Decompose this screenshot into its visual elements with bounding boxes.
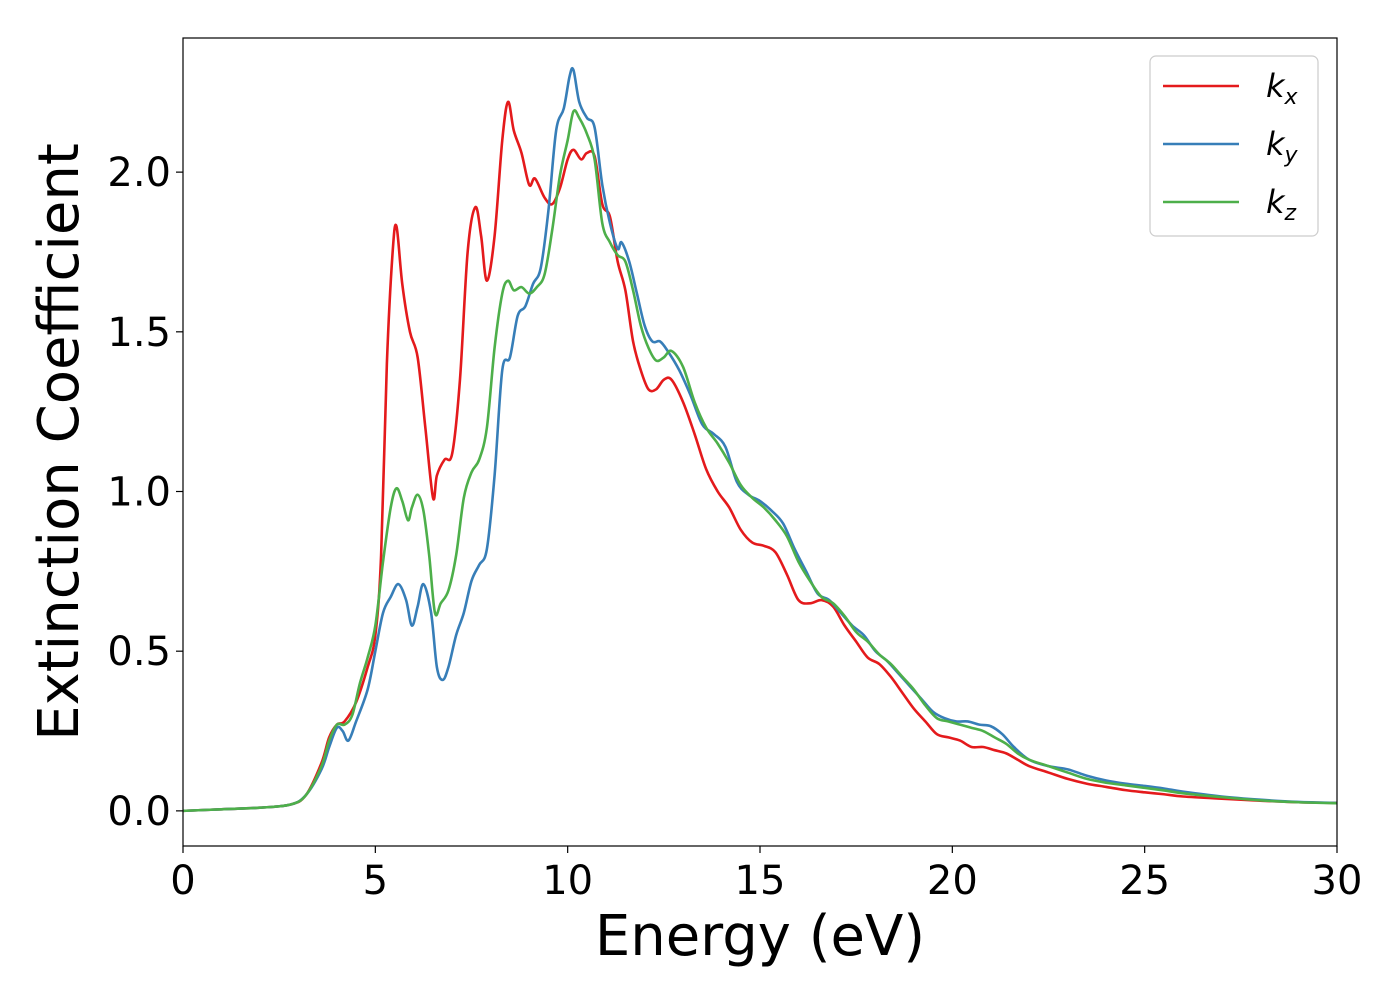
x-tick-label: 15	[735, 858, 786, 904]
y-tick-label: 0.0	[107, 789, 171, 835]
y-axis-title: Extinction Coefficient	[27, 143, 92, 741]
x-tick-label: 5	[363, 858, 388, 904]
ticks-layer: 0 5 10 15 20 25 30 0.0 0.5 1.0 1.5 2.0	[107, 150, 1362, 904]
x-tick-label: 30	[1312, 858, 1363, 904]
series-line-kz	[183, 109, 1337, 813]
legend-label-kx: kx	[1266, 67, 1299, 110]
legend-label-kz: kz	[1266, 183, 1297, 226]
y-tick-label: 1.0	[107, 470, 171, 516]
x-axis-title: Energy (eV)	[595, 904, 925, 969]
legend-box	[1149, 55, 1319, 237]
y-tick-label: 2.0	[107, 150, 171, 196]
series-line-kx	[183, 100, 1337, 813]
y-tick-label: 0.5	[107, 629, 171, 675]
x-tick-label: 0	[170, 858, 195, 904]
x-tick-label: 25	[1119, 858, 1170, 904]
series-layer	[183, 66, 1337, 813]
x-tick-label: 10	[542, 858, 593, 904]
x-tick-label: 20	[927, 858, 978, 904]
legend-label-ky: ky	[1266, 125, 1299, 168]
legend: kx ky kz	[1149, 55, 1319, 237]
y-tick-label: 1.5	[107, 310, 171, 356]
series-line-ky	[183, 66, 1337, 813]
